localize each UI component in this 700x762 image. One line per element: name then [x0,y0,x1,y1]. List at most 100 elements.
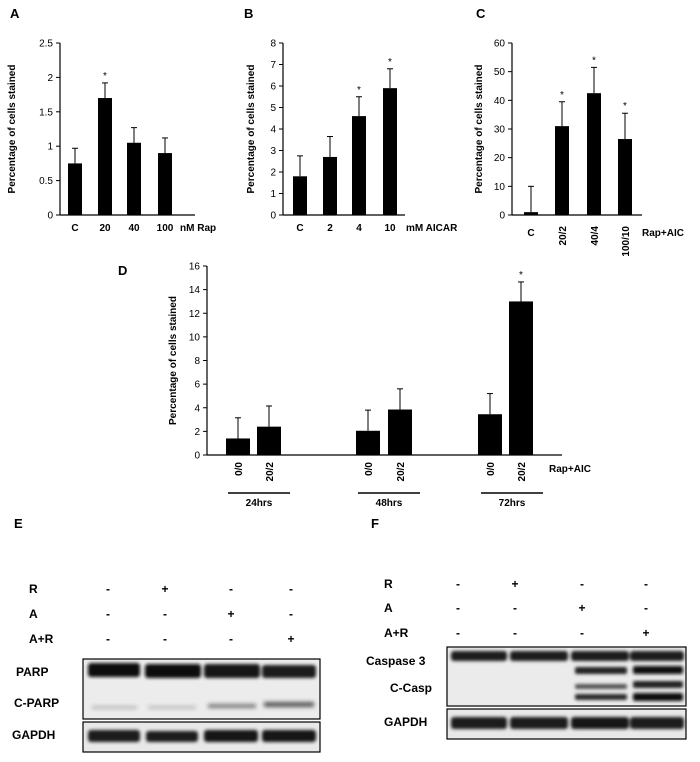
blot-f-row-label-r: R [384,577,393,591]
chartC-bar [618,139,632,215]
blot-e-sign: - [106,582,110,596]
blot-f-ccasp-bands [575,666,683,701]
chartC-significance-star: * [560,90,564,101]
chartB-significance-star: * [388,57,392,68]
blot-f-signs: - + - - - - + - - - - + [456,577,650,640]
chartC-bar [555,126,569,215]
blot-e-parp-bands [88,663,316,678]
chartC-bar [587,93,601,215]
chartB-ylabel: Percentage of cells stained [246,65,257,194]
chartB-ytick-label: 0 [270,211,276,222]
chartC-ylabel: Percentage of cells stained [474,65,485,194]
chart-d: 0 2 4 6 8 10 12 14 16 Percentage of cells stained… [168,262,591,482]
chartD-bar [509,301,533,455]
chartC-ytick-label: 20 [494,153,506,164]
chartD-bar [478,414,502,455]
chartA-bar [98,98,112,215]
chartD-category-label: 0/0 [364,462,375,476]
blot-f: R A A+R - + - - - - + - - - - + Caspase 3 C-Casp GA… [366,577,687,740]
chartD-category-label: 0/0 [234,462,245,476]
chartD-ytick-label: 8 [194,356,200,367]
chartA-ytick-label: 2.5 [39,39,53,50]
chartB-bar [293,176,307,215]
blot-e-signs: - + - - - - + - - - - + [106,582,295,646]
blot-e-sign: - [163,632,167,646]
chartB-category-label: 2 [327,223,333,234]
blot-f-sign: - [644,601,648,615]
blot-e-cparp-bands [92,702,314,709]
chartA-category-label: 20 [99,223,111,234]
blot-f-sign: - [580,626,584,640]
blot-e: R A A+R - + - - - - + - - - - + PARP C-PARP GAPDH [12,582,321,753]
chartC-bar [524,212,538,215]
chart-b: 0 1 2 3 4 5 6 7 8 Percentage of cells stained C 2 * 4… [246,39,458,235]
blot-e-row-label-ar: A+R [29,632,54,646]
chartB-bar [383,88,397,215]
chartB-ytick-label: 4 [270,125,276,136]
chartD-bar [226,438,250,455]
chartD-ytick-label: 10 [189,332,201,343]
blot-f-sign: - [580,577,584,591]
chartA-unit-label: nM Rap [180,223,216,234]
time-groups: 24hrs 48hrs 72hrs [228,492,543,509]
blot-f-sign: + [642,626,649,640]
blot-e-band-label-gapdh: GAPDH [12,728,55,742]
chartB-category-label: C [296,223,303,234]
chartA-ytick-label: 0.5 [39,176,53,187]
chart-c: 0 10 20 30 40 50 60 Percentage of cells stained… [474,39,684,257]
chartC-ytick-label: 10 [494,182,506,193]
chartB-ytick-label: 2 [270,168,276,179]
chartD-category-label: 20/2 [517,462,528,482]
chartD-ytick-label: 4 [194,403,200,414]
blot-f-sign: - [456,601,460,615]
blot-f-caspase-bands [451,651,684,661]
chartA-category-label: 40 [128,223,140,234]
blot-f-sign: + [511,577,518,591]
chartB-ytick-label: 3 [270,146,276,157]
blot-e-row-label-a: A [29,607,38,621]
panel-letter-b: B [244,6,253,21]
blot-e-sign: + [287,632,294,646]
chartC-significance-star: * [623,101,627,112]
chartD-bar [257,426,281,455]
blot-f-row-label-ar: A+R [384,626,409,640]
chartB-bar [323,156,337,215]
chartA-bar [158,153,172,215]
chartC-significance-star: * [592,55,596,66]
chartC-ytick-label: 60 [494,39,506,50]
chartB-ytick-label: 6 [270,82,276,93]
chartB-significance-star: * [357,85,361,96]
chartD-ytick-label: 14 [189,285,201,296]
group-label-48hrs: 48hrs [376,498,403,509]
blot-e-sign: - [106,632,110,646]
chartD-ytick-label: 2 [194,427,200,438]
chartA-significance-star: * [103,71,107,82]
group-label-72hrs: 72hrs [499,498,526,509]
chartA-ytick-label: 1.5 [39,107,53,118]
blot-f-row-label-a: A [384,601,393,615]
blot-e-sign: + [227,607,234,621]
blot-f-band-label-caspase3: Caspase 3 [366,654,426,668]
chartD-category-label: 0/0 [486,462,497,476]
chartC-ytick-label: 0 [499,211,505,222]
chartD-category-label: 20/2 [265,462,276,482]
chartB-bar [352,116,366,215]
chartD-category-label: 20/2 [396,462,407,482]
panel-letter-d: D [118,263,127,278]
chartA-ylabel: Percentage of cells stained [7,65,18,194]
blot-e-band-label-parp: PARP [16,665,48,679]
chartB-category-label: 4 [356,223,362,234]
chartB-unit-label: mM AICAR [406,223,458,234]
blot-f-sign: - [456,577,460,591]
blot-e-sign: - [106,607,110,621]
chartD-bar [356,430,380,455]
blot-f-gapdh-bands [451,717,684,729]
chartD-unit-label: Rap+AIC [549,464,591,475]
blot-f-sign: + [578,601,585,615]
chart-a: 0 0.5 1 1.5 2 2.5 Percentage of cells stained C… [7,39,216,235]
chartA-ytick-label: 1 [47,142,53,153]
blot-e-band-label-cparp: C-PARP [14,696,59,710]
chartB-category-label: 10 [384,223,396,234]
chartB-ytick-label: 8 [270,39,276,50]
